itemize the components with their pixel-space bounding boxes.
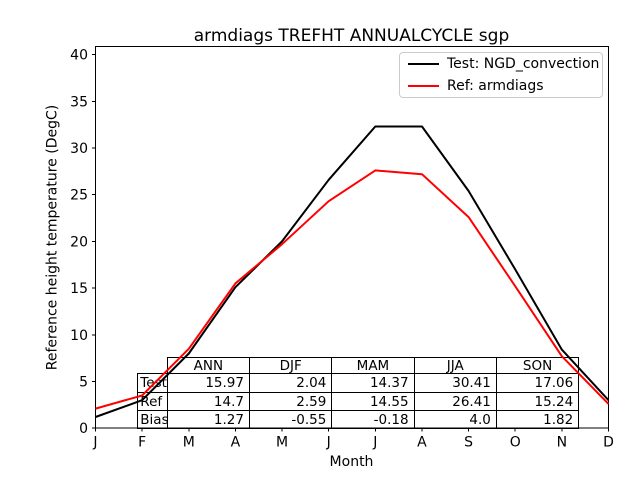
y-tick-label: 40 (70, 48, 88, 64)
y-tick-label: 10 (70, 328, 88, 344)
legend-item-test: Test: NGD_convection (408, 56, 599, 73)
x-tick-label: D (603, 435, 614, 451)
x-tick-label: F (138, 435, 146, 451)
x-tick-label: J (326, 435, 331, 451)
test-line-swatch (408, 63, 439, 65)
table-value-cell: 26.41 (413, 391, 497, 411)
x-tick-label: J (372, 435, 377, 451)
y-tick-label: 0 (79, 421, 88, 437)
x-tick-label: A (417, 435, 427, 451)
y-tick-label: 30 (70, 141, 88, 157)
x-tick-label: M (276, 435, 288, 451)
x-tick-label: O (510, 435, 521, 451)
table-row-label: Bias (137, 409, 168, 430)
test-series-line (95, 125, 610, 418)
x-tick-label: J (92, 435, 97, 451)
y-tick-label: 35 (70, 94, 88, 110)
table-value-cell: 17.06 (495, 373, 580, 393)
ref-line-swatch (408, 85, 439, 87)
legend-label: Ref: armdiags (447, 77, 544, 94)
table-value-cell: 15.24 (495, 391, 580, 411)
legend: Test: NGD_convection Ref: armdiags (399, 52, 603, 98)
table-header-cell: MAM (331, 356, 415, 375)
table-value-cell: 2.04 (249, 373, 333, 393)
y-tick-label: 20 (70, 234, 88, 250)
x-tick-label: M (183, 435, 195, 451)
y-tick-label: 5 (79, 375, 88, 391)
y-tick-label: 15 (70, 281, 88, 297)
legend-item-ref: Ref: armdiags (408, 78, 594, 95)
legend-label: Test: NGD_convection (447, 55, 600, 72)
table-header-cell: JJA (413, 356, 497, 375)
x-tick-label: S (464, 435, 473, 451)
axes-spines (95, 46, 609, 429)
x-axis-label: Month (329, 454, 374, 470)
ref-series-line (95, 169, 610, 410)
chart-title: armdiags TREFHT ANNUALCYCLE sgp (193, 26, 510, 46)
y-tick-label: 25 (70, 188, 88, 204)
x-tick-label: N (557, 435, 567, 451)
x-tick-label: A (231, 435, 241, 451)
